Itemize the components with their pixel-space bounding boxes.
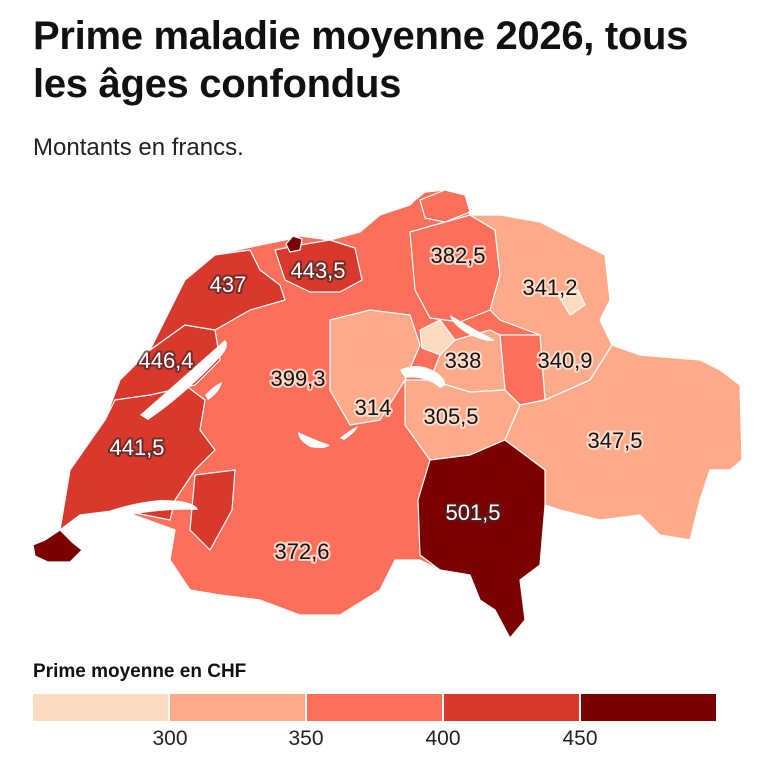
region-schaffhausen [419,189,471,223]
value-label: 446,4 [138,348,193,373]
region-zurich [409,214,501,323]
value-label: 437 [210,272,247,297]
value-label: 372,6 [274,539,329,564]
legend-swatch [581,694,716,721]
value-label: 340,9 [537,348,592,373]
value-label: 441,5 [109,435,164,460]
value-label: 443,5 [290,258,345,283]
legend-tick: 350 [288,727,324,750]
region-vaud-aigle [189,469,236,551]
region-ticino [417,439,546,639]
legend-swatch [33,694,170,721]
lake-brienz [340,426,358,440]
value-label: 338 [445,348,482,373]
value-label: 399,3 [270,366,325,391]
value-label: 501,5 [445,500,500,525]
value-label: 314 [355,395,392,420]
lake-zurich [450,315,495,342]
lake-lucerne [400,366,445,388]
region-jura [149,249,286,351]
chart-subtitle: Montants en francs. [33,134,244,161]
region-graubunden [504,344,743,541]
legend-title: Prime moyenne en CHF [33,661,247,682]
legend-color-scale [33,694,716,721]
region-basel-stadt [285,235,303,253]
chart-title: Prime maladie moyenne 2026, tous les âge… [33,14,689,106]
lake-geneva [72,500,198,534]
region-geneva [32,529,83,563]
value-label: 347,5 [587,428,642,453]
legend-swatch [307,694,444,721]
legend-tick: 400 [425,727,461,750]
value-label: 305,5 [423,404,478,429]
legend-tick: 300 [152,727,188,750]
lake-biel [205,382,222,400]
legend-swatch [170,694,307,721]
lake-thun [298,432,330,449]
legend-swatch [444,694,581,721]
lake-neuchatel [140,340,227,420]
switzerland-map: 437 443,5 446,4 441,5 399,3 372,6 314 30… [32,189,743,639]
region-appenzell [557,289,586,316]
value-label: 382,5 [430,243,485,268]
legend-tick: 450 [562,727,598,750]
region-neuchatel [104,324,221,421]
value-label: 341,2 [522,275,577,300]
region-basel [274,239,363,293]
